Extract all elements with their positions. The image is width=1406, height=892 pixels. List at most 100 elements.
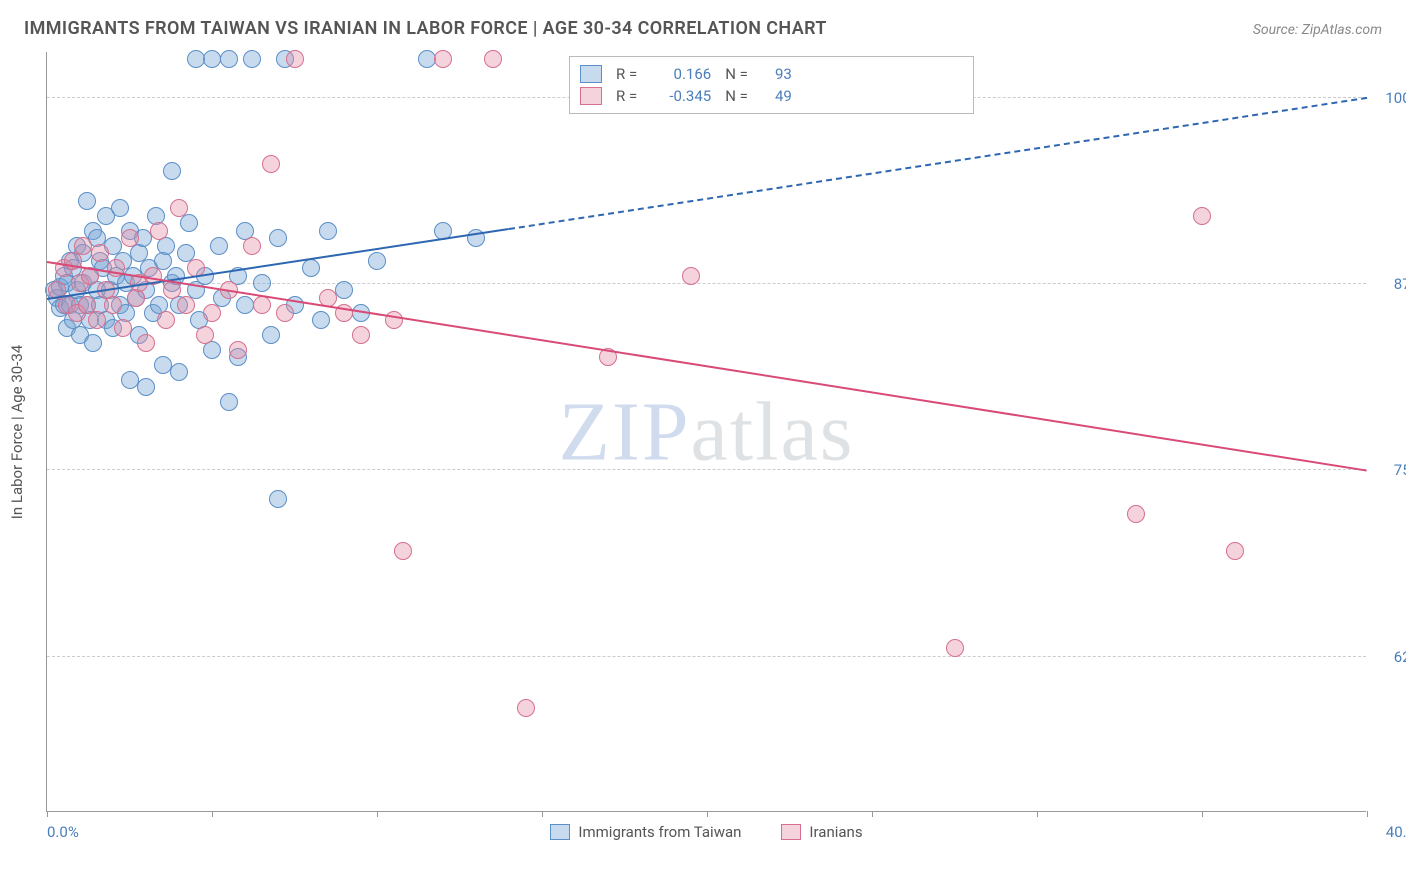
gridline-h: 62.5%: [47, 656, 1366, 657]
data-point-iranian: [114, 319, 132, 337]
data-point-taiwan: [210, 237, 228, 255]
legend-swatch-icon: [781, 824, 801, 840]
header-row: IMMIGRANTS FROM TAIWAN VS IRANIAN IN LAB…: [0, 0, 1406, 45]
data-point-iranian: [946, 639, 964, 657]
x-tick: [872, 811, 873, 817]
x-tick: [1202, 811, 1203, 817]
x-tick: [47, 811, 48, 817]
data-point-iranian: [170, 199, 188, 217]
legend-label-taiwan: Immigrants from Taiwan: [578, 823, 741, 841]
data-point-iranian: [394, 542, 412, 560]
correlation-legend: R = 0.166 N = 93 R = -0.345 N = 49: [569, 56, 974, 114]
data-point-iranian: [517, 699, 535, 717]
data-point-taiwan: [170, 363, 188, 381]
data-point-iranian: [229, 341, 247, 359]
data-point-taiwan: [269, 490, 287, 508]
data-point-taiwan: [302, 259, 320, 277]
data-point-taiwan: [154, 356, 172, 374]
data-point-iranian: [91, 244, 109, 262]
legend-r-value-taiwan: 0.166: [651, 65, 711, 83]
source-label: Source: ZipAtlas.com: [1253, 22, 1382, 38]
y-tick-label: 87.5%: [1394, 275, 1406, 293]
data-point-taiwan: [335, 281, 353, 299]
legend-n-value-iranian: 49: [762, 87, 792, 105]
x-tick: [1037, 811, 1038, 817]
data-point-taiwan: [236, 296, 254, 314]
x-tick: [707, 811, 708, 817]
y-tick-label: 75.0%: [1394, 461, 1406, 479]
data-point-iranian: [74, 237, 92, 255]
legend-label-iranian: Iranians: [809, 823, 862, 841]
data-point-iranian: [104, 296, 122, 314]
x-axis-end-label: 40.0%: [1386, 823, 1406, 841]
data-point-iranian: [1193, 207, 1211, 225]
data-point-iranian: [1226, 542, 1244, 560]
data-point-iranian: [276, 304, 294, 322]
data-point-taiwan: [269, 229, 287, 247]
x-tick: [1367, 811, 1368, 817]
x-tick: [377, 811, 378, 817]
y-tick-label: 62.5%: [1394, 648, 1406, 666]
legend-item-iranian: Iranians: [781, 823, 862, 841]
data-point-taiwan: [111, 199, 129, 217]
data-point-taiwan: [78, 192, 96, 210]
data-point-iranian: [682, 267, 700, 285]
legend-row-taiwan: R = 0.166 N = 93: [580, 63, 963, 85]
y-axis-title: In Labor Force | Age 30-34: [8, 344, 26, 518]
data-point-taiwan: [319, 222, 337, 240]
data-point-iranian: [352, 326, 370, 344]
watermark-zip: ZIP: [559, 385, 691, 478]
data-point-iranian: [137, 334, 155, 352]
watermark: ZIPatlas: [559, 383, 855, 480]
legend-swatch-iranian: [580, 87, 602, 105]
data-point-taiwan: [203, 50, 221, 68]
data-point-iranian: [253, 296, 271, 314]
data-point-taiwan: [163, 162, 181, 180]
data-point-iranian: [163, 281, 181, 299]
x-tick: [212, 811, 213, 817]
data-point-iranian: [243, 237, 261, 255]
data-point-taiwan: [121, 371, 139, 389]
data-point-taiwan: [84, 334, 102, 352]
legend-n-value-taiwan: 93: [762, 65, 792, 83]
data-point-taiwan: [220, 393, 238, 411]
data-point-taiwan: [262, 326, 280, 344]
data-point-taiwan: [137, 378, 155, 396]
data-point-taiwan: [253, 274, 271, 292]
watermark-atlas: atlas: [691, 385, 855, 478]
data-point-iranian: [157, 311, 175, 329]
data-point-taiwan: [243, 50, 261, 68]
data-point-iranian: [203, 304, 221, 322]
data-point-iranian: [484, 50, 502, 68]
trendline-iranian: [47, 261, 1367, 472]
legend-swatch-taiwan: [580, 65, 602, 83]
legend-r-label: R =: [616, 65, 637, 83]
chart-title: IMMIGRANTS FROM TAIWAN VS IRANIAN IN LAB…: [24, 18, 827, 39]
gridline-h: 87.5%: [47, 283, 1366, 284]
data-point-iranian: [434, 50, 452, 68]
legend-row-iranian: R = -0.345 N = 49: [580, 85, 963, 107]
data-point-taiwan: [312, 311, 330, 329]
data-point-taiwan: [220, 50, 238, 68]
data-point-iranian: [121, 229, 139, 247]
data-point-iranian: [88, 311, 106, 329]
data-point-iranian: [177, 296, 195, 314]
data-point-taiwan: [368, 252, 386, 270]
plot-area: ZIPatlas In Labor Force | Age 30-34 R = …: [46, 52, 1366, 812]
y-tick-label: 100.0%: [1385, 89, 1406, 107]
data-point-iranian: [150, 222, 168, 240]
legend-n-label: N =: [725, 65, 748, 83]
legend-item-taiwan: Immigrants from Taiwan: [550, 823, 741, 841]
series-legend: Immigrants from Taiwan Iranians: [47, 823, 1366, 841]
data-point-iranian: [196, 326, 214, 344]
legend-r-label: R =: [616, 87, 637, 105]
gridline-h: 75.0%: [47, 469, 1366, 470]
legend-swatch-icon: [550, 824, 570, 840]
legend-r-value-iranian: -0.345: [651, 87, 711, 105]
chart-container: ZIPatlas In Labor Force | Age 30-34 R = …: [46, 52, 1386, 842]
data-point-taiwan: [187, 50, 205, 68]
data-point-iranian: [286, 50, 304, 68]
x-tick: [542, 811, 543, 817]
data-point-iranian: [262, 155, 280, 173]
data-point-taiwan: [418, 50, 436, 68]
